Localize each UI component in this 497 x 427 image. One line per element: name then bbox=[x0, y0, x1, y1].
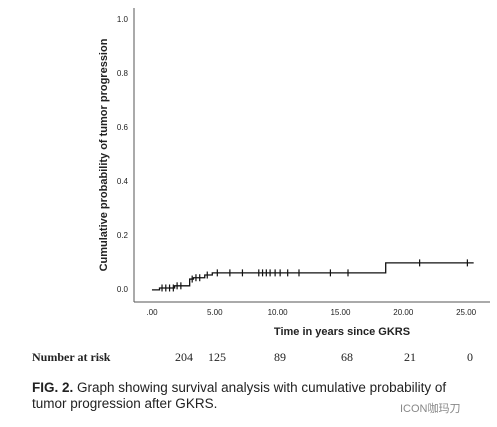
y-tick-label: 0.2 bbox=[117, 231, 129, 240]
x-tick-label: 5.00 bbox=[207, 308, 223, 317]
x-tick-label: 15.00 bbox=[330, 308, 351, 317]
y-axis-title: Cumulative probability of tumor progress… bbox=[98, 38, 110, 271]
caption-text: Graph showing survival analysis with cum… bbox=[32, 380, 447, 411]
caption: FIG. 2. Graph showing survival analysis … bbox=[32, 380, 472, 412]
at-risk-value: 89 bbox=[274, 350, 286, 364]
x-tick-label: 25.00 bbox=[456, 308, 477, 317]
risk-label: Number at risk bbox=[32, 350, 111, 364]
y-tick-label: 0.8 bbox=[117, 69, 129, 78]
at-risk-value: 204 bbox=[175, 350, 193, 364]
at-risk-value: 21 bbox=[404, 350, 416, 364]
y-tick-label: 1.0 bbox=[117, 15, 129, 24]
watermark: ICON咖玛刀 bbox=[400, 403, 461, 415]
x-axis-title: Time in years since GKRS bbox=[274, 326, 410, 338]
y-tick-label: 0.4 bbox=[117, 177, 129, 186]
x-tick-label: 20.00 bbox=[393, 308, 414, 317]
y-tick-label: 0.6 bbox=[117, 123, 129, 132]
at-risk-value: 68 bbox=[341, 350, 353, 364]
at-risk-value: 0 bbox=[467, 350, 473, 364]
x-tick-label: .00 bbox=[146, 308, 158, 317]
caption-label: FIG. 2. bbox=[32, 380, 74, 395]
at-risk-value: 125 bbox=[208, 350, 226, 364]
x-tick-label: 10.00 bbox=[268, 308, 289, 317]
chart: Cumulative probability of tumor progress… bbox=[32, 8, 490, 364]
y-tick-label: 0.0 bbox=[117, 285, 129, 294]
